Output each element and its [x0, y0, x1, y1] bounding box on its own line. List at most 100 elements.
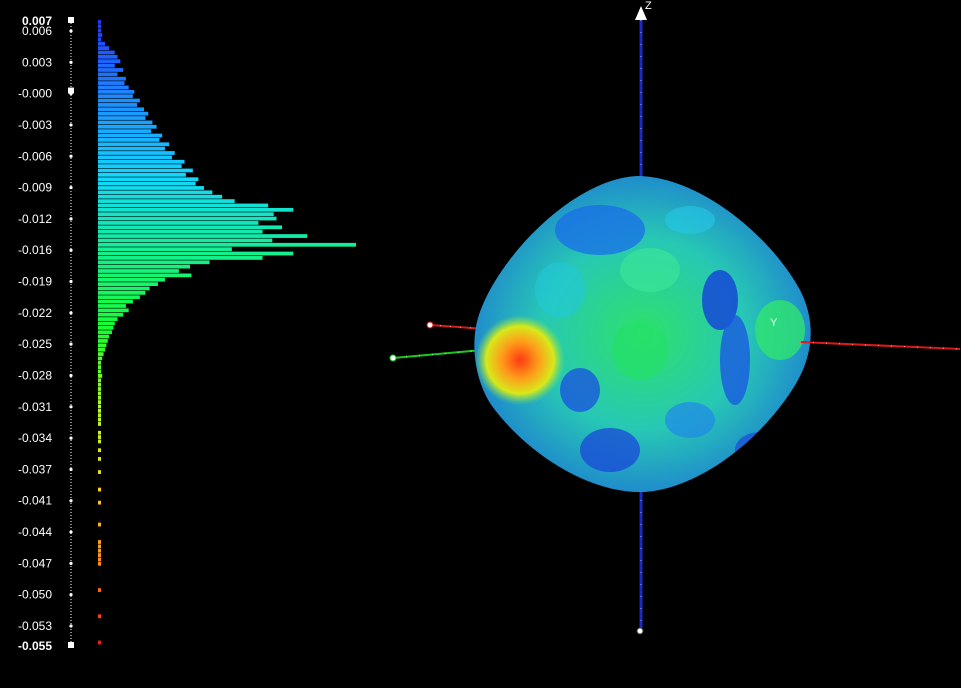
histogram-bar — [98, 85, 129, 90]
z-axis-arrow-icon — [635, 6, 647, 20]
asteroid-shape-model[interactable] — [474, 176, 811, 493]
histogram-bar — [98, 273, 192, 278]
histogram-bar — [98, 544, 101, 549]
colorbar-tick-label: -0.019 — [18, 275, 52, 289]
histogram-bar — [98, 295, 140, 300]
histogram-bar — [98, 352, 104, 356]
histogram-bar — [98, 413, 101, 418]
histogram-bar — [98, 614, 101, 619]
histogram-bar — [98, 557, 101, 562]
y-axis-label: Y — [770, 317, 778, 329]
histogram-bar — [98, 186, 204, 190]
histogram-bar — [98, 68, 124, 72]
colorbar-zero-marker[interactable] — [68, 87, 74, 94]
histogram-bar — [98, 417, 101, 422]
histogram-bar — [98, 487, 101, 492]
histogram-bar — [98, 387, 101, 391]
histogram-bar — [98, 33, 103, 37]
colorbar-tick-label: -0.009 — [18, 181, 52, 195]
histogram-bar — [98, 172, 186, 177]
histogram-bar — [98, 20, 101, 24]
colorbar-tick-mark — [69, 248, 73, 252]
histogram-bar — [98, 63, 115, 68]
histogram-bar — [98, 146, 165, 151]
histogram-bar — [98, 378, 101, 383]
colorbar-tick-label: -0.031 — [18, 400, 52, 414]
histogram-bar — [98, 365, 101, 370]
histogram-bar — [98, 356, 103, 361]
colorbar-max-marker[interactable] — [68, 17, 74, 23]
histogram-bar — [98, 234, 308, 238]
histogram-bar — [98, 395, 101, 400]
histogram-bar — [98, 164, 182, 169]
colorbar-tick-label: -0.016 — [18, 243, 52, 257]
histogram-bar — [98, 439, 101, 444]
z-axis-end-handle[interactable] — [636, 627, 644, 635]
histogram-bar — [98, 190, 213, 195]
histogram-bar — [98, 640, 101, 645]
histogram-bar — [98, 251, 294, 256]
colorbar-tick-mark — [69, 467, 73, 472]
histogram-bar — [98, 290, 146, 295]
colorbar-tick-mark — [69, 624, 73, 628]
colorbar-tick-label: -0.044 — [18, 525, 52, 539]
histogram-bar — [98, 242, 356, 247]
colorbar-tick-mark — [69, 593, 73, 597]
histogram-bar — [98, 203, 269, 208]
z-axis-label: Z — [645, 0, 652, 12]
histogram-bar — [98, 457, 101, 461]
histogram-bar — [98, 107, 145, 112]
histogram-bar — [98, 553, 101, 557]
colorbar-tick-mark — [69, 29, 73, 33]
histogram-bar — [98, 430, 101, 435]
histogram-bar — [98, 299, 133, 304]
colorbar-tick-label: -0.025 — [18, 337, 52, 351]
histogram-bar — [98, 588, 101, 592]
colorbar-tick-mark — [69, 405, 73, 409]
histogram-bar — [98, 151, 175, 155]
histogram-bar — [98, 448, 101, 453]
histogram-bar — [98, 159, 185, 164]
histogram-bar — [98, 199, 235, 203]
histogram-bar — [98, 374, 103, 378]
histogram-bar — [98, 50, 115, 55]
colorbar-legend: 0.007 -0.055 0.006 0.003 -0.000 -0.003 -0.00… — [18, 14, 356, 653]
histogram-bar — [98, 212, 274, 217]
histogram-bar — [98, 216, 277, 221]
colorbar-min-marker[interactable] — [68, 642, 74, 648]
histogram-bar — [98, 308, 129, 313]
histogram-bar — [98, 177, 199, 182]
histogram-bar — [98, 435, 101, 439]
histogram-bar — [98, 111, 149, 116]
colorbar-tick-mark — [69, 373, 73, 378]
colorbar-min-label: -0.055 — [18, 639, 52, 653]
histogram-bar — [98, 277, 165, 282]
histogram-bar — [98, 194, 223, 199]
histogram-bar — [98, 404, 101, 409]
3d-view[interactable]: Z — [389, 0, 961, 635]
colorbar-tick-mark — [69, 342, 73, 346]
histogram-bar — [98, 247, 232, 252]
histogram-bar — [98, 470, 101, 474]
histogram-bar — [98, 343, 107, 348]
colorbar-tick-label: -0.028 — [18, 368, 52, 382]
histogram-bars — [98, 20, 356, 645]
y-axis-negative-handle[interactable] — [426, 321, 434, 329]
histogram-bar — [98, 347, 105, 352]
colorbar-tick-label: -0.034 — [18, 431, 52, 445]
histogram-bar — [98, 207, 294, 212]
histogram-bar — [98, 325, 114, 330]
histogram-bar — [98, 221, 259, 225]
histogram-bar — [98, 98, 140, 103]
colorbar-tick-label: -0.012 — [18, 212, 52, 226]
histogram-bar — [98, 264, 191, 269]
x-axis-end-handle[interactable] — [389, 354, 397, 362]
colorbar-tick-mark — [69, 217, 73, 221]
histogram-bar — [98, 286, 150, 291]
histogram-bar — [98, 59, 121, 64]
histogram-bar — [98, 317, 118, 321]
histogram-bar — [98, 334, 110, 339]
histogram-bar — [98, 89, 135, 94]
